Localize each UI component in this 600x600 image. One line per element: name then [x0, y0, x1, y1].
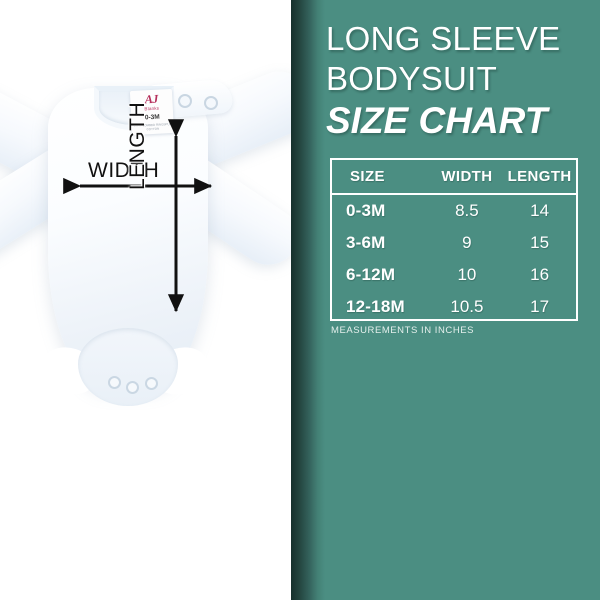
cell-size: 12-18M: [346, 297, 405, 316]
width-measure-label: WIDTH: [88, 159, 160, 182]
cell-size: 0-3M: [346, 201, 386, 220]
cell-length: 17: [530, 297, 550, 316]
cell-width: 10: [457, 265, 477, 284]
measurements-footnote: MEASUREMENTS IN INCHES: [331, 325, 475, 336]
product-image-panel: AJ Blanks 0-3M 100% COMBED RINGSPUN COTT…: [0, 0, 291, 600]
crotch-snap-1: [108, 376, 121, 389]
crotch-snap-3: [145, 377, 158, 390]
column-header-width: WIDTH: [430, 160, 504, 195]
cell-size: 6-12M: [346, 265, 396, 284]
column-header-size: SIZE: [332, 160, 431, 195]
cell-length: 16: [530, 265, 550, 284]
table-row: 3-6M 9 15: [332, 227, 576, 259]
table-header-row: SIZE WIDTH LENGTH: [332, 160, 576, 195]
crotch-snap-2: [126, 381, 139, 394]
cell-length: 15: [530, 233, 550, 252]
bodysuit-crotch-panel: [78, 328, 178, 406]
size-chart-table: SIZE WIDTH LENGTH 0-3M 8.5 14 3-6M 9 15: [330, 158, 578, 321]
cell-width: 9: [462, 233, 472, 252]
length-measure-label: LENGTH: [126, 101, 149, 190]
cell-length: 14: [530, 201, 550, 220]
cell-width: 8.5: [455, 201, 479, 220]
cell-width: 10.5: [450, 297, 484, 316]
info-panel: LONG SLEEVE BODYSUIT SIZE CHART SIZE WID…: [291, 0, 600, 600]
panel-left-gradient-edge: [291, 0, 325, 600]
shoulder-snap-2: [204, 96, 218, 110]
column-header-length: LENGTH: [503, 160, 576, 195]
title-line-2: BODYSUIT: [326, 60, 498, 97]
title-line-1: LONG SLEEVE: [326, 20, 561, 57]
table-row: 12-18M 10.5 17: [332, 291, 576, 323]
table-row: 6-12M 10 16: [332, 259, 576, 291]
shoulder-snap-1: [178, 94, 192, 108]
table-row: 0-3M 8.5 14: [332, 194, 576, 227]
title-line-3: SIZE CHART: [326, 100, 548, 141]
cell-size: 3-6M: [346, 233, 386, 252]
